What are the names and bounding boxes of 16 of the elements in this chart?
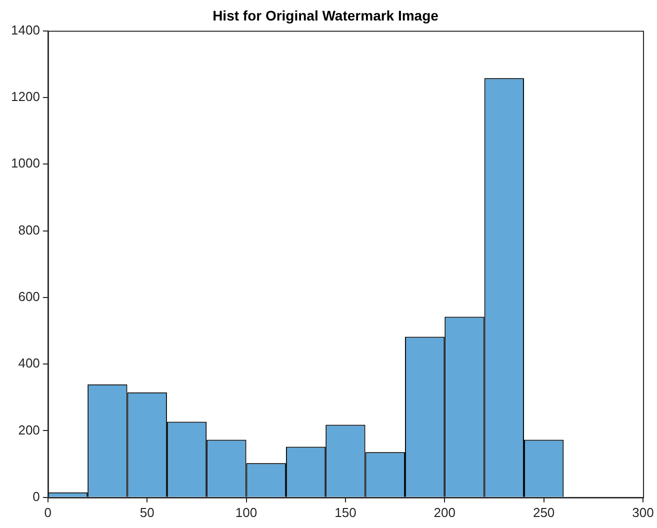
x-tick-label: 200 (434, 504, 456, 520)
y-tick-label: 400 (18, 356, 40, 371)
y-tick-label: 600 (18, 289, 40, 304)
x-tick-label: 100 (235, 504, 258, 520)
x-tick-label: 0 (44, 504, 52, 520)
y-tick-label: 0 (32, 488, 40, 504)
y-tick-label: 200 (18, 422, 40, 438)
y-tick-label: 1400 (11, 22, 40, 38)
y-tick-label: 1200 (11, 89, 40, 104)
y-tick-label: 1000 (11, 156, 40, 171)
x-tick-label: 250 (532, 504, 555, 520)
chart-title: Hist for Original Watermark Image (212, 7, 439, 24)
x-tick-label: 150 (334, 504, 356, 520)
x-tick-label: 300 (632, 504, 654, 520)
x-tick-label: 50 (140, 504, 154, 520)
y-tick-label: 800 (18, 222, 40, 238)
